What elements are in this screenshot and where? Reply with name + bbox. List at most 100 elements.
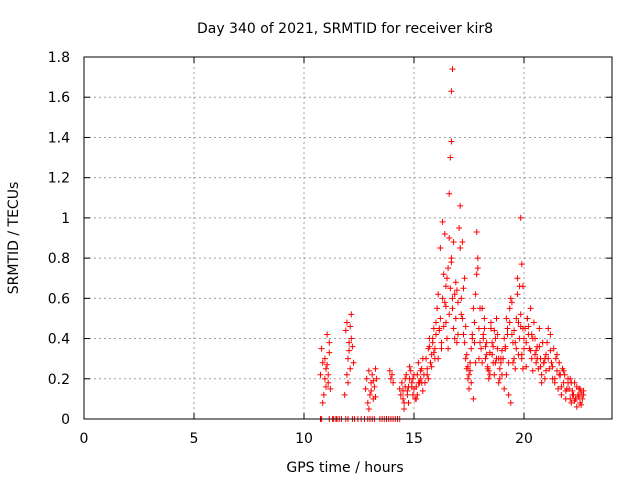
data-point xyxy=(345,355,351,362)
data-point xyxy=(511,327,518,334)
data-point xyxy=(572,395,579,402)
data-point xyxy=(457,245,464,252)
data-point xyxy=(560,367,567,374)
data-point xyxy=(466,371,472,378)
tick-layer: 0 5 10 15 20 0 0.2 0.4 0.6 0.8 1 1.2 1.4 1.6 1.8 xyxy=(48,50,612,447)
x-axis-label: GPS time / hours xyxy=(286,460,403,476)
data-point xyxy=(343,319,350,326)
data-point xyxy=(390,379,397,386)
data-point xyxy=(538,371,545,378)
y-tick-label: 0 xyxy=(61,412,70,428)
data-point xyxy=(319,359,326,366)
data-point xyxy=(555,385,562,392)
data-point xyxy=(533,359,540,366)
data-point xyxy=(554,367,560,374)
data-point xyxy=(501,335,508,342)
data-point xyxy=(530,319,537,326)
data-point xyxy=(478,345,485,352)
data-point xyxy=(444,275,450,282)
data-point xyxy=(398,379,405,386)
data-point xyxy=(401,399,408,406)
data-point xyxy=(462,355,469,362)
data-point xyxy=(544,339,551,346)
data-point xyxy=(455,299,461,306)
data-point xyxy=(567,395,574,402)
data-point xyxy=(528,331,535,338)
data-point xyxy=(343,371,350,378)
data-point xyxy=(513,315,520,322)
data-point xyxy=(365,405,372,412)
x-tick-label: 20 xyxy=(515,431,533,447)
data-point xyxy=(568,379,575,386)
data-point xyxy=(518,261,525,268)
chart-title: Day 340 of 2021, SRMTID for receiver kir… xyxy=(197,21,493,37)
data-point xyxy=(403,371,410,378)
data-point xyxy=(567,375,574,382)
data-point xyxy=(346,339,353,346)
data-point xyxy=(513,345,520,352)
data-point xyxy=(346,347,353,354)
data-point xyxy=(472,359,479,366)
data-point xyxy=(348,311,355,318)
data-point xyxy=(497,359,504,366)
data-point xyxy=(508,299,515,306)
data-point xyxy=(470,305,477,312)
data-point xyxy=(413,395,420,402)
data-point xyxy=(485,375,492,382)
data-point xyxy=(345,379,351,386)
data-point xyxy=(479,359,486,366)
data-point xyxy=(566,385,573,392)
data-point xyxy=(326,349,333,356)
data-point xyxy=(561,371,568,378)
data-point xyxy=(460,285,467,292)
data-point xyxy=(323,383,329,390)
data-point xyxy=(324,361,331,368)
data-point xyxy=(489,339,496,346)
data-point xyxy=(472,291,479,298)
data-point xyxy=(401,405,408,412)
data-point xyxy=(435,291,442,298)
data-point xyxy=(475,325,482,332)
data-point xyxy=(554,351,560,358)
data-point xyxy=(527,305,534,312)
data-point xyxy=(442,319,449,326)
data-point xyxy=(489,351,496,358)
data-point xyxy=(424,365,431,372)
data-point xyxy=(427,359,434,366)
data-point xyxy=(452,279,459,286)
data-point xyxy=(549,363,556,370)
data-point xyxy=(466,385,472,392)
data-point xyxy=(324,331,331,338)
data-point xyxy=(534,355,541,362)
data-point xyxy=(437,315,444,322)
data-point xyxy=(541,375,548,382)
data-point xyxy=(453,287,460,294)
data-point xyxy=(396,385,403,392)
data-point xyxy=(556,371,563,378)
data-point xyxy=(426,343,433,350)
data-point xyxy=(523,339,530,346)
data-point xyxy=(449,305,456,312)
data-point xyxy=(547,331,554,338)
data-point xyxy=(415,359,422,366)
data-point xyxy=(327,385,334,392)
data-point xyxy=(511,355,518,362)
data-point xyxy=(423,355,430,362)
data-point xyxy=(444,335,450,342)
data-point xyxy=(397,391,404,398)
data-point xyxy=(449,295,456,302)
data-point xyxy=(467,367,474,374)
data-point xyxy=(480,335,487,342)
data-point xyxy=(436,327,443,334)
data-point xyxy=(473,228,480,235)
data-point xyxy=(500,355,507,362)
data-point xyxy=(451,291,458,298)
y-axis-label: SRMTID / TECUs xyxy=(6,182,22,295)
data-point xyxy=(543,367,549,374)
data-point xyxy=(400,395,406,402)
y-tick-label: 1 xyxy=(61,211,70,227)
data-point xyxy=(514,275,521,282)
data-point xyxy=(445,345,452,352)
data-point xyxy=(552,355,559,362)
data-point xyxy=(551,375,558,382)
